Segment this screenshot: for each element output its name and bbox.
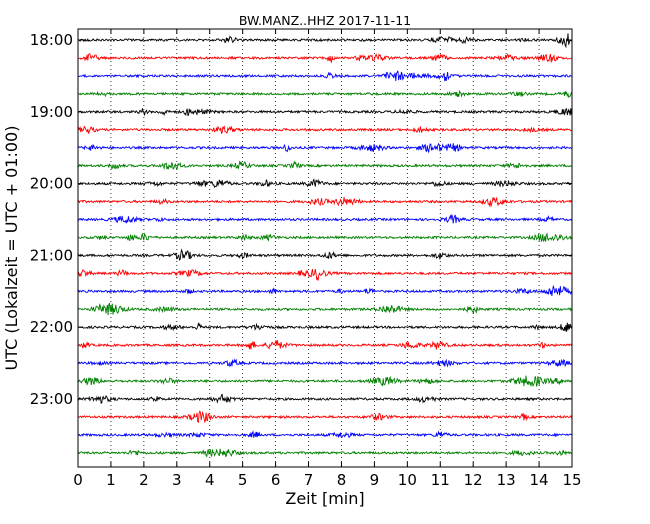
trace-row-5 (77, 125, 572, 135)
trace-row-0 (77, 33, 572, 49)
x-tick-label-14: 14 (530, 471, 549, 489)
trace-row-20 (77, 393, 572, 404)
x-tick-label-13: 13 (497, 471, 516, 489)
x-tick-label-8: 8 (337, 471, 347, 489)
y-tick-label-21:00: 21:00 (30, 246, 73, 264)
y-axis-ticks: 18:00 19:00 20:00 21:00 22:00 23:00 (30, 31, 572, 408)
x-tick-label-7: 7 (304, 471, 314, 489)
y-tick-label-22:00: 22:00 (30, 318, 73, 336)
x-tick-label-5: 5 (238, 471, 248, 489)
x-tick-label-10: 10 (398, 471, 417, 489)
trace-row-9 (77, 197, 572, 208)
x-tick-label-0: 0 (73, 471, 83, 489)
x-tick-label-1: 1 (106, 471, 116, 489)
trace-row-6 (77, 142, 572, 154)
chart-title: BW.MANZ..HHZ 2017-11-11 (239, 13, 411, 28)
trace-row-12 (77, 248, 572, 261)
x-axis-ticks: 0 1 2 3 4 5 6 7 8 9 10 11 12 13 14 15 (73, 29, 582, 489)
x-tick-label-3: 3 (172, 471, 182, 489)
trace-row-10 (77, 214, 572, 224)
y-tick-label-23:00: 23:00 (30, 390, 73, 408)
trace-row-11 (77, 232, 572, 242)
x-tick-label-2: 2 (139, 471, 149, 489)
trace-row-19 (77, 375, 572, 388)
trace-row-13 (77, 268, 572, 281)
x-tick-label-15: 15 (562, 471, 581, 489)
trace-row-18 (77, 358, 572, 368)
x-tick-label-9: 9 (370, 471, 380, 489)
trace-row-4 (77, 107, 572, 117)
y-tick-label-19:00: 19:00 (30, 103, 73, 121)
x-axis-label: Zeit [min] (285, 489, 364, 508)
trace-row-2 (77, 70, 572, 82)
trace-row-23 (77, 448, 572, 458)
x-tick-label-6: 6 (271, 471, 281, 489)
grid-lines (110, 29, 540, 467)
x-tick-label-11: 11 (431, 471, 450, 489)
trace-row-7 (77, 160, 572, 171)
trace-row-22 (77, 430, 572, 439)
plot-frame (77, 28, 573, 468)
trace-row-17 (77, 340, 572, 350)
y-tick-label-20:00: 20:00 (30, 175, 73, 193)
seismic-traces (77, 33, 572, 458)
x-tick-label-12: 12 (464, 471, 483, 489)
trace-row-21 (77, 410, 572, 424)
trace-row-3 (77, 89, 572, 99)
trace-row-16 (77, 321, 572, 332)
y-axis-label: UTC (Lokalzeit = UTC + 01:00) (2, 126, 21, 371)
trace-row-15 (77, 302, 572, 316)
trace-row-14 (77, 284, 572, 296)
y-tick-label-18:00: 18:00 (30, 31, 73, 49)
trace-row-1 (77, 53, 572, 64)
trace-row-8 (77, 178, 572, 188)
x-tick-label-4: 4 (205, 471, 215, 489)
